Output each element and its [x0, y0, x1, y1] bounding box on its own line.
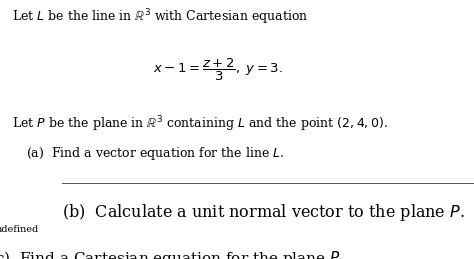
Text: $x - 1 = \dfrac{z+2}{3},\; y = 3.$: $x - 1 = \dfrac{z+2}{3},\; y = 3.$ — [153, 57, 283, 83]
Text: (a)  Find a vector equation for the line $L$.: (a) Find a vector equation for the line … — [26, 145, 284, 162]
Text: ndefined: ndefined — [0, 225, 38, 234]
Text: Let $L$ be the line in $\mathbb{R}^3$ with Cartesian equation: Let $L$ be the line in $\mathbb{R}^3$ wi… — [12, 8, 308, 27]
Text: (b)  Calculate a unit normal vector to the plane $P$.: (b) Calculate a unit normal vector to th… — [62, 202, 465, 223]
Text: c)  Find a Cartesian equation for the plane $P$.: c) Find a Cartesian equation for the pla… — [0, 249, 344, 259]
Text: Let $P$ be the plane in $\mathbb{R}^3$ containing $L$ and the point $(2, 4, 0)$.: Let $P$ be the plane in $\mathbb{R}^3$ c… — [12, 114, 388, 134]
